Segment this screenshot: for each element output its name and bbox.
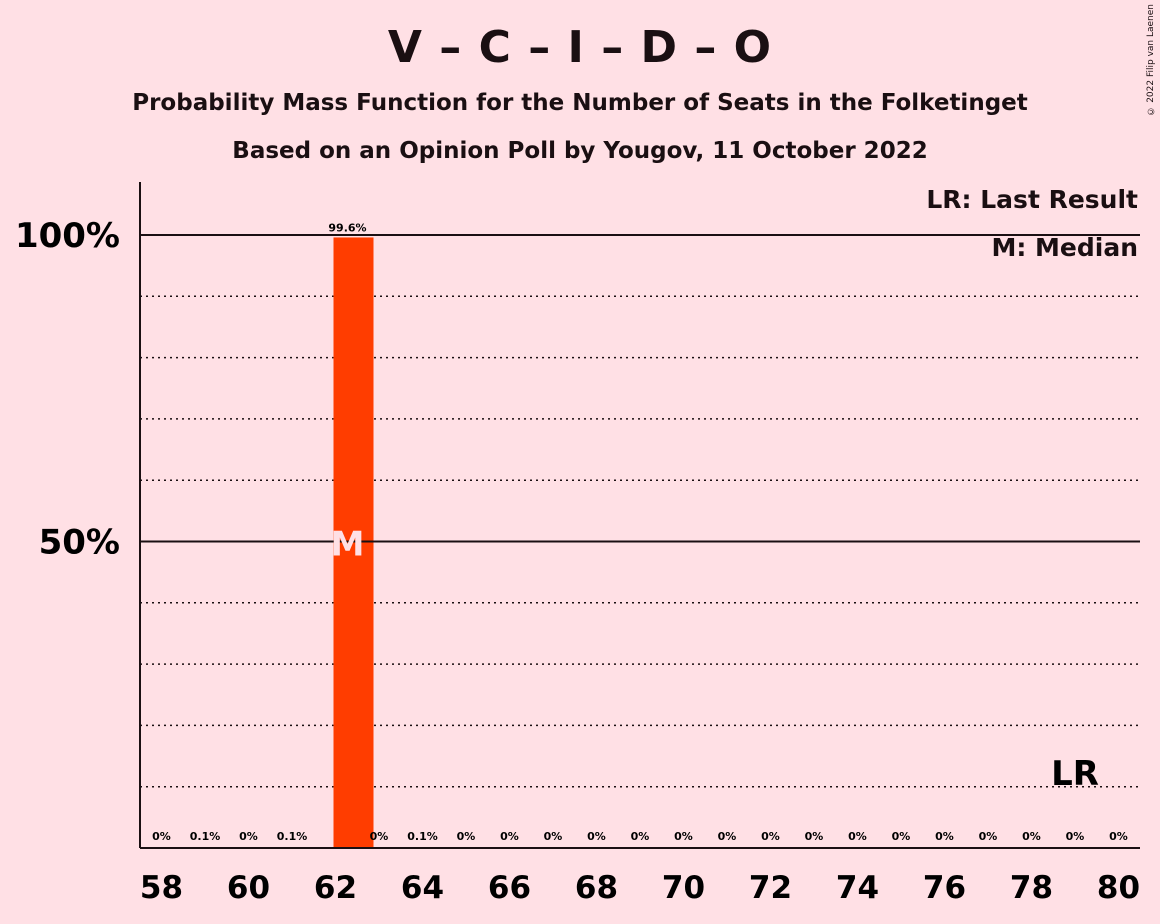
x-tick-label: 58 [140, 870, 183, 906]
x-tick-label: 66 [488, 870, 531, 906]
legend-last-result: LR: Last Result [926, 185, 1138, 214]
bar-value-label: 0% [500, 830, 519, 843]
bar-value-label: 0% [892, 830, 911, 843]
bar-value-label: 0% [544, 830, 563, 843]
bar-value-label: 0% [587, 830, 606, 843]
bar-value-label: 0% [1109, 830, 1128, 843]
bar-value-label: 0.1% [407, 830, 438, 843]
x-tick-label: 74 [836, 870, 879, 906]
bar-value-label: 0% [805, 830, 824, 843]
x-tick-label: 80 [1097, 870, 1140, 906]
bar-value-label: 0% [674, 830, 693, 843]
bar-value-label: 0% [152, 830, 171, 843]
bar-value-label: 99.6% [328, 221, 366, 234]
y-tick-label: 100% [15, 216, 120, 256]
median-marker: M [331, 525, 365, 565]
bar-value-label: 0% [239, 830, 258, 843]
bar-value-label: 0% [848, 830, 867, 843]
bar-value-label: 0% [1022, 830, 1041, 843]
bar-value-label: 0% [935, 830, 954, 843]
chart-source: Based on an Opinion Poll by Yougov, 11 O… [232, 138, 928, 164]
bar-value-label: 0% [457, 830, 476, 843]
x-tick-label: 70 [662, 870, 705, 906]
bar-value-label: 0% [1066, 830, 1085, 843]
legend-median: M: Median [991, 233, 1138, 262]
x-tick-label: 62 [314, 870, 357, 906]
bar-seat-62 [333, 237, 374, 848]
x-tick-label: 68 [575, 870, 618, 906]
x-tick-label: 72 [749, 870, 792, 906]
y-tick-label: 50% [39, 523, 120, 563]
bar-value-label: 0% [979, 830, 998, 843]
bar-value-label: 0% [718, 830, 737, 843]
bar-value-label: 0% [631, 830, 650, 843]
x-tick-label: 78 [1010, 870, 1053, 906]
bar-value-label: 0% [761, 830, 780, 843]
x-tick-label: 76 [923, 870, 966, 906]
last-result-marker: LR [1051, 754, 1099, 794]
chart-title: V – C – I – D – O [387, 22, 773, 73]
chart-subtitle: Probability Mass Function for the Number… [132, 90, 1028, 116]
x-tick-label: 60 [227, 870, 270, 906]
bar-value-label: 0.1% [277, 830, 308, 843]
bar-value-label: 0% [370, 830, 389, 843]
x-tick-label: 64 [401, 870, 444, 906]
bar-value-label: 0.1% [190, 830, 221, 843]
